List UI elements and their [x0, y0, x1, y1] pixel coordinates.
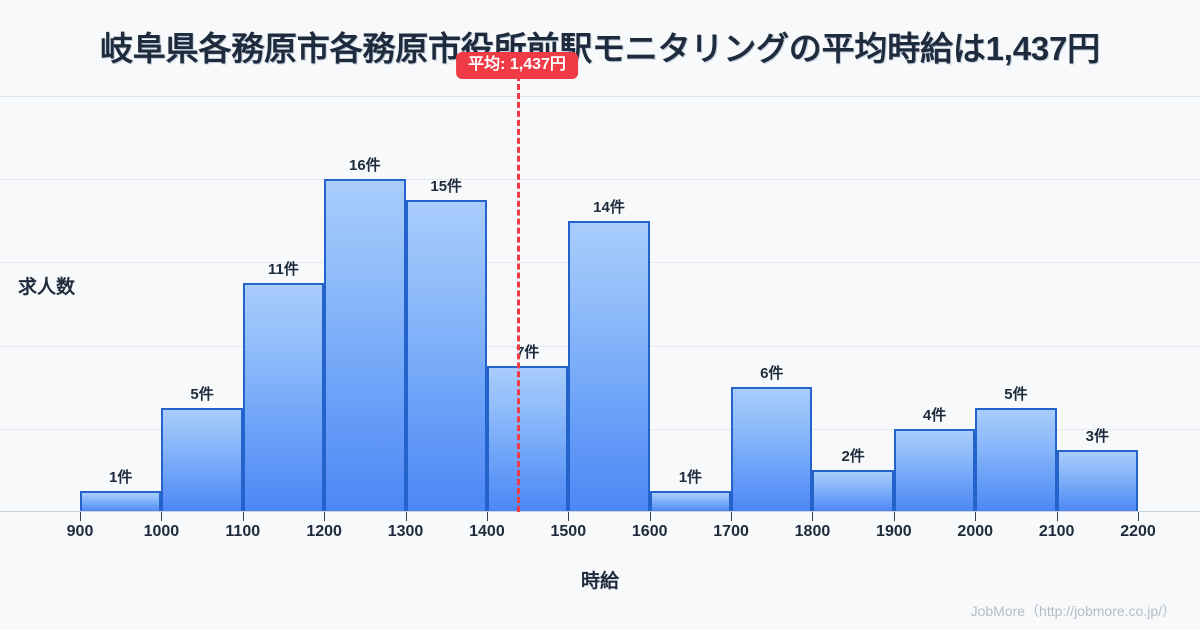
- x-axis-tick-label: 900: [66, 523, 94, 540]
- x-axis-tick-label: 1600: [631, 523, 668, 540]
- bar-value-label: 6件: [760, 365, 784, 383]
- bar: [486, 366, 569, 512]
- x-axis-baseline: [0, 511, 1200, 512]
- bar: [1056, 449, 1138, 512]
- bars-container: 1件 5件 11件 16件 15件 7件 14件 1件 6件 2件 4件 5件 3件: [80, 96, 1138, 512]
- bar-value-label: 3件: [1085, 427, 1109, 445]
- x-axis-tick: [405, 512, 407, 521]
- bar: [568, 220, 650, 512]
- title-bar: 岐阜県各務原市各務原市役所前駅モニタリングの平均時給は1,437円: [0, 0, 1200, 96]
- x-axis-tick-label: 2200: [1120, 523, 1156, 540]
- bar-value-label: 5件: [190, 386, 214, 403]
- x-axis-tick-label: 1900: [876, 523, 912, 540]
- bar: [893, 428, 976, 512]
- bar-value-label: 15件: [430, 178, 463, 195]
- bar: [812, 470, 894, 512]
- bar: [649, 491, 732, 512]
- x-axis-tick: [324, 512, 326, 521]
- x-axis-tick-label: 2100: [1038, 523, 1075, 540]
- x-axis-tick: [893, 512, 895, 521]
- bar: [242, 283, 325, 512]
- bar-value-label: 14件: [593, 198, 625, 216]
- x-axis-title: 時給: [580, 571, 619, 592]
- x-axis-tick: [1056, 512, 1058, 521]
- bar: [731, 387, 813, 512]
- x-axis-tick: [975, 512, 977, 521]
- y-axis-title: 求人数: [18, 277, 76, 298]
- x-axis-tick: [80, 512, 81, 521]
- bar: [161, 408, 243, 512]
- x-axis-tick: [649, 512, 651, 521]
- x-axis-tick-label: 1100: [225, 523, 261, 540]
- gridline: [0, 179, 1200, 181]
- bar-value-label: 7件: [515, 344, 540, 362]
- x-axis-tick: [568, 512, 570, 521]
- bar: [324, 179, 406, 512]
- bar-value-label: 2件: [841, 448, 865, 466]
- page-title: 岐阜県各務原市各務原市役所前駅モニタリングの平均時給は1,437円: [100, 29, 1100, 67]
- x-axis-tick-label: 1200: [306, 523, 342, 540]
- x-axis-tick-label: 1000: [143, 523, 180, 540]
- x-axis-tick-label: 1700: [713, 523, 749, 540]
- x-axis-tick: [161, 512, 163, 521]
- plot-area: 1件 5件 11件 16件 15件 7件 14件 1件 6件 2件 4件 5件 3件 900 1000 11…: [0, 52, 1200, 540]
- x-axis-tick-label: 1500: [550, 523, 587, 540]
- bar-value-label: 4件: [922, 406, 947, 424]
- bar-value-label: 16件: [348, 157, 381, 175]
- average-badge: 平均: 1,437円: [456, 52, 578, 79]
- x-axis-tick: [812, 512, 814, 521]
- bar-value-label: 1件: [678, 469, 703, 487]
- x-axis-tick: [1138, 512, 1139, 521]
- bar-value-label: 5件: [1004, 386, 1028, 403]
- bar-value-label: 11件: [268, 261, 299, 279]
- watermark: JobMore（http://jobmore.co.jp/）: [970, 603, 1176, 619]
- average-line: [517, 66, 521, 512]
- bar: [80, 491, 162, 512]
- x-axis-tick-label: 2000: [957, 523, 994, 540]
- x-axis-tick-label: 1400: [469, 523, 505, 540]
- x-axis-tick-label: 1300: [387, 523, 424, 540]
- x-axis-tick: [731, 512, 733, 521]
- x-axis-tick-label: 1800: [794, 523, 831, 540]
- x-axis-tick: [486, 512, 488, 521]
- gridline: [0, 96, 1200, 97]
- bar-value-label: 1件: [109, 469, 133, 487]
- x-axis-tick: [242, 512, 244, 521]
- bar: [405, 200, 487, 512]
- bar: [975, 408, 1057, 512]
